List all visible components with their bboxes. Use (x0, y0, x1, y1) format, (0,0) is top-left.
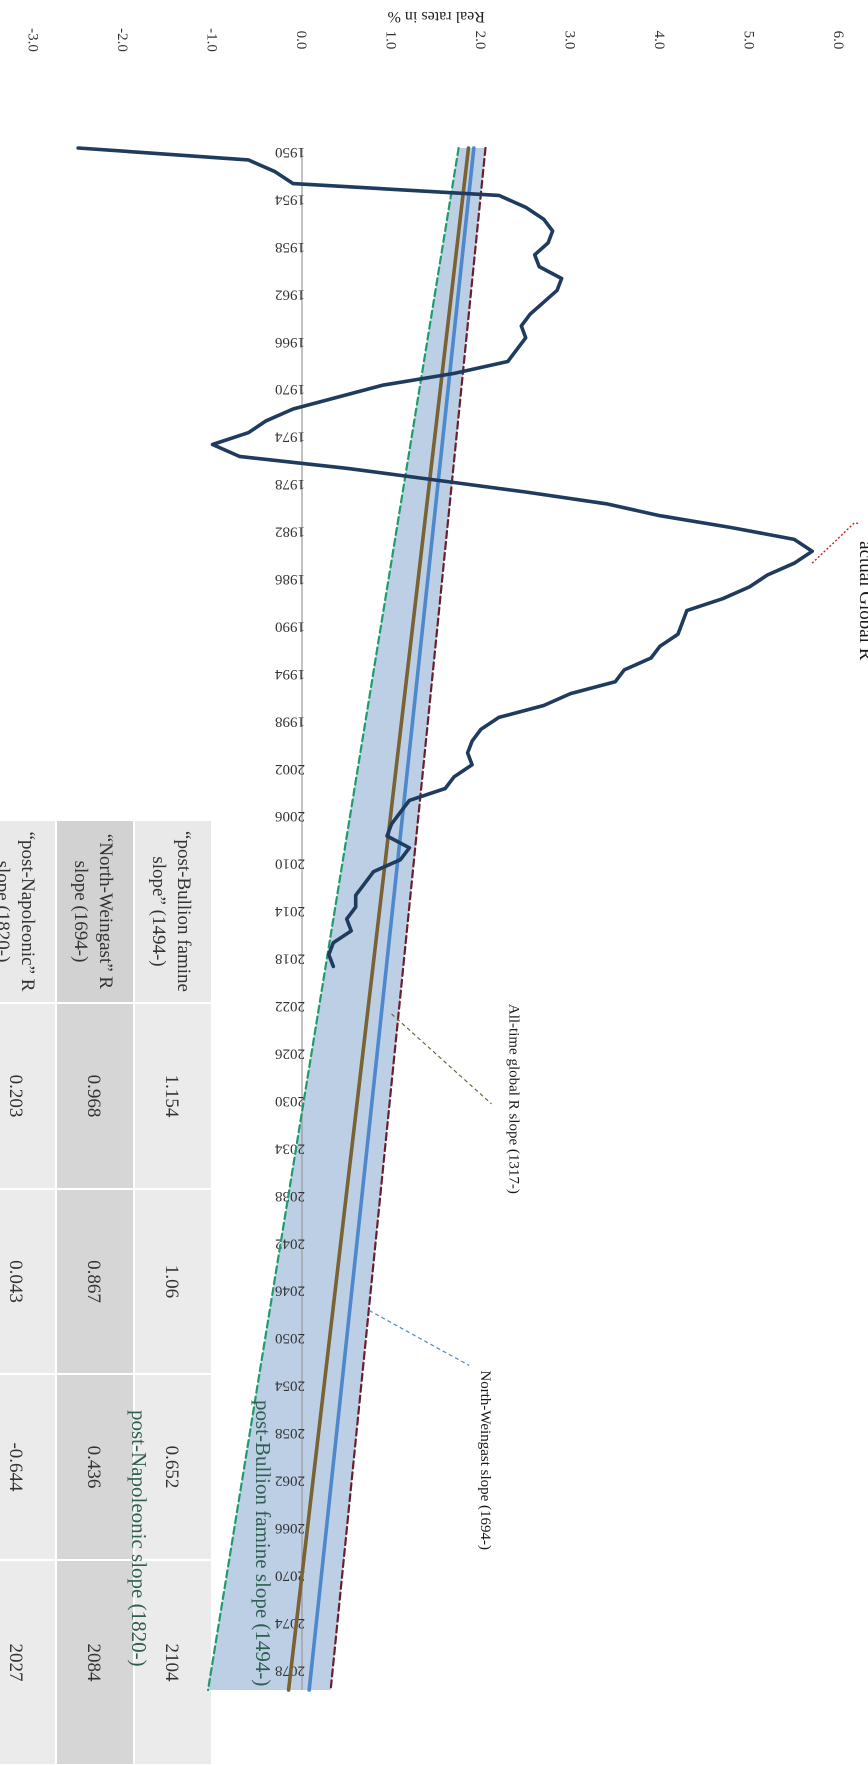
x-tick-label: 1958 (275, 239, 305, 255)
x-tick-label: 2062 (275, 1472, 305, 1488)
table-cell (57, 1004, 133, 1188)
x-tick-label: 1986 (275, 571, 306, 587)
table-value: 0.968 (83, 1075, 104, 1118)
side-label-post-bullion: post-Bullion famine slope (1494-) (251, 1400, 275, 1686)
table-row-label: “North-Weingast” R (95, 834, 116, 990)
table-cell (57, 1561, 133, 1764)
x-tick-label: 2058 (275, 1425, 305, 1441)
table-cell (0, 1004, 55, 1188)
table-row-label: slope (1820-) (0, 861, 13, 963)
table-value: 1.154 (161, 1075, 182, 1118)
x-tick-label: 2030 (275, 1093, 305, 1109)
y-tick-label: 6.0 (830, 31, 846, 50)
table-row-label: slope” (1494-) (148, 856, 169, 966)
x-tick-label: 2022 (275, 998, 305, 1014)
x-tick-label: 2070 (275, 1567, 305, 1583)
x-tick-label: 2050 (275, 1330, 305, 1346)
table-row-label: slope (1694-) (70, 861, 91, 963)
annotation-leader (811, 522, 860, 564)
y-tick-label: 3.0 (562, 31, 578, 50)
x-tick-label: 2038 (275, 1188, 305, 1204)
annotation-leader (391, 1013, 492, 1105)
side-label-post-napoleonic: post-Napoleonic slope (1820-) (127, 1410, 151, 1667)
table-value: -0.644 (5, 1442, 26, 1492)
table-value: 0.436 (83, 1446, 104, 1489)
table-row-label: “post-Napoleonic” R (17, 832, 38, 992)
x-tick-label: 1978 (275, 476, 305, 492)
table-cell (57, 1375, 133, 1559)
table-cell (0, 821, 55, 1002)
series-lines (76, 146, 815, 1692)
table-cell (0, 1190, 55, 1373)
trend-line (307, 146, 476, 1692)
annotations: actual Global R All-time global R slope (… (127, 522, 868, 1686)
table-value: 1.06 (161, 1265, 182, 1298)
y-axis-label: Real rates in % (388, 8, 485, 25)
table-value: 0.867 (83, 1260, 104, 1303)
x-tick-label: 2046 (275, 1283, 306, 1299)
y-tick-label: -1.0 (204, 28, 220, 52)
table-cell (135, 1375, 211, 1559)
y-tick-label: 0.0 (293, 31, 309, 50)
y-tick-label: 2.0 (472, 31, 488, 50)
annotation-north-weingast-slope: North-Weingast slope (1694-) (477, 1370, 493, 1550)
x-tick-label: 2034 (275, 1140, 306, 1156)
x-tick-label: 1994 (275, 666, 306, 682)
y-tick-label: -2.0 (114, 28, 130, 52)
trend-line (286, 146, 471, 1692)
table-cell (135, 1190, 211, 1373)
annotation-all-time-slope: All-time global R slope (1317-) (506, 1004, 522, 1194)
table-cell (135, 1561, 211, 1764)
table-value: 2084 (83, 1644, 104, 1683)
x-tick-label: 2006 (275, 808, 306, 824)
x-tick-label: 2010 (275, 856, 305, 872)
table-value: 0.203 (5, 1075, 26, 1118)
y-tick-label: 4.0 (651, 31, 667, 50)
x-tick-label: 1954 (275, 191, 306, 207)
actual-global-r-line (76, 146, 815, 969)
table-cell (135, 821, 211, 1002)
table-value: 2104 (161, 1644, 182, 1683)
x-tick-label: 2018 (275, 951, 305, 967)
x-tick-label: 1998 (275, 713, 305, 729)
trend-line (206, 146, 460, 1692)
annotation-leader (368, 1309, 470, 1366)
table-cell (0, 1375, 55, 1559)
table-cell (135, 1004, 211, 1188)
x-tick-label: 2014 (275, 903, 306, 919)
x-tick-label: 2066 (275, 1520, 306, 1536)
x-tick-label: 1966 (275, 334, 306, 350)
x-tick-label: 2054 (275, 1378, 306, 1394)
table-row-label: “post-Bullion famine (173, 831, 194, 992)
x-tick-label: 2042 (275, 1235, 305, 1251)
x-tick-label: 1982 (275, 524, 305, 540)
x-tick-label: 1950 (275, 144, 305, 160)
table-value: 0.652 (161, 1446, 182, 1489)
annotation-actual-global-r: actual Global R (855, 541, 868, 661)
x-tick-label: 2002 (275, 761, 305, 777)
x-tick-label: 1974 (275, 429, 306, 445)
trend-line (329, 146, 487, 1692)
table-value: 0.043 (5, 1260, 26, 1303)
x-tick-label: 1990 (275, 618, 305, 634)
table-value: 2027 (5, 1644, 26, 1682)
table-cell (57, 821, 133, 1002)
x-tick-label: 1970 (275, 381, 305, 397)
table-cell (57, 1190, 133, 1373)
table-cell (0, 1561, 55, 1764)
y-tick-label: 5.0 (741, 31, 757, 50)
x-tick-label: 2026 (275, 1045, 306, 1061)
y-tick-label: -3.0 (25, 28, 41, 52)
y-tick-label: 1.0 (383, 31, 399, 50)
x-tick-label: 2074 (275, 1615, 306, 1631)
x-tick-label: 1962 (275, 286, 305, 302)
axes: 6.0 5.0 4.0 3.0 2.0 1.0 0.0 -1.0 -2.0 -3.0 1950 195… (25, 8, 846, 1690)
